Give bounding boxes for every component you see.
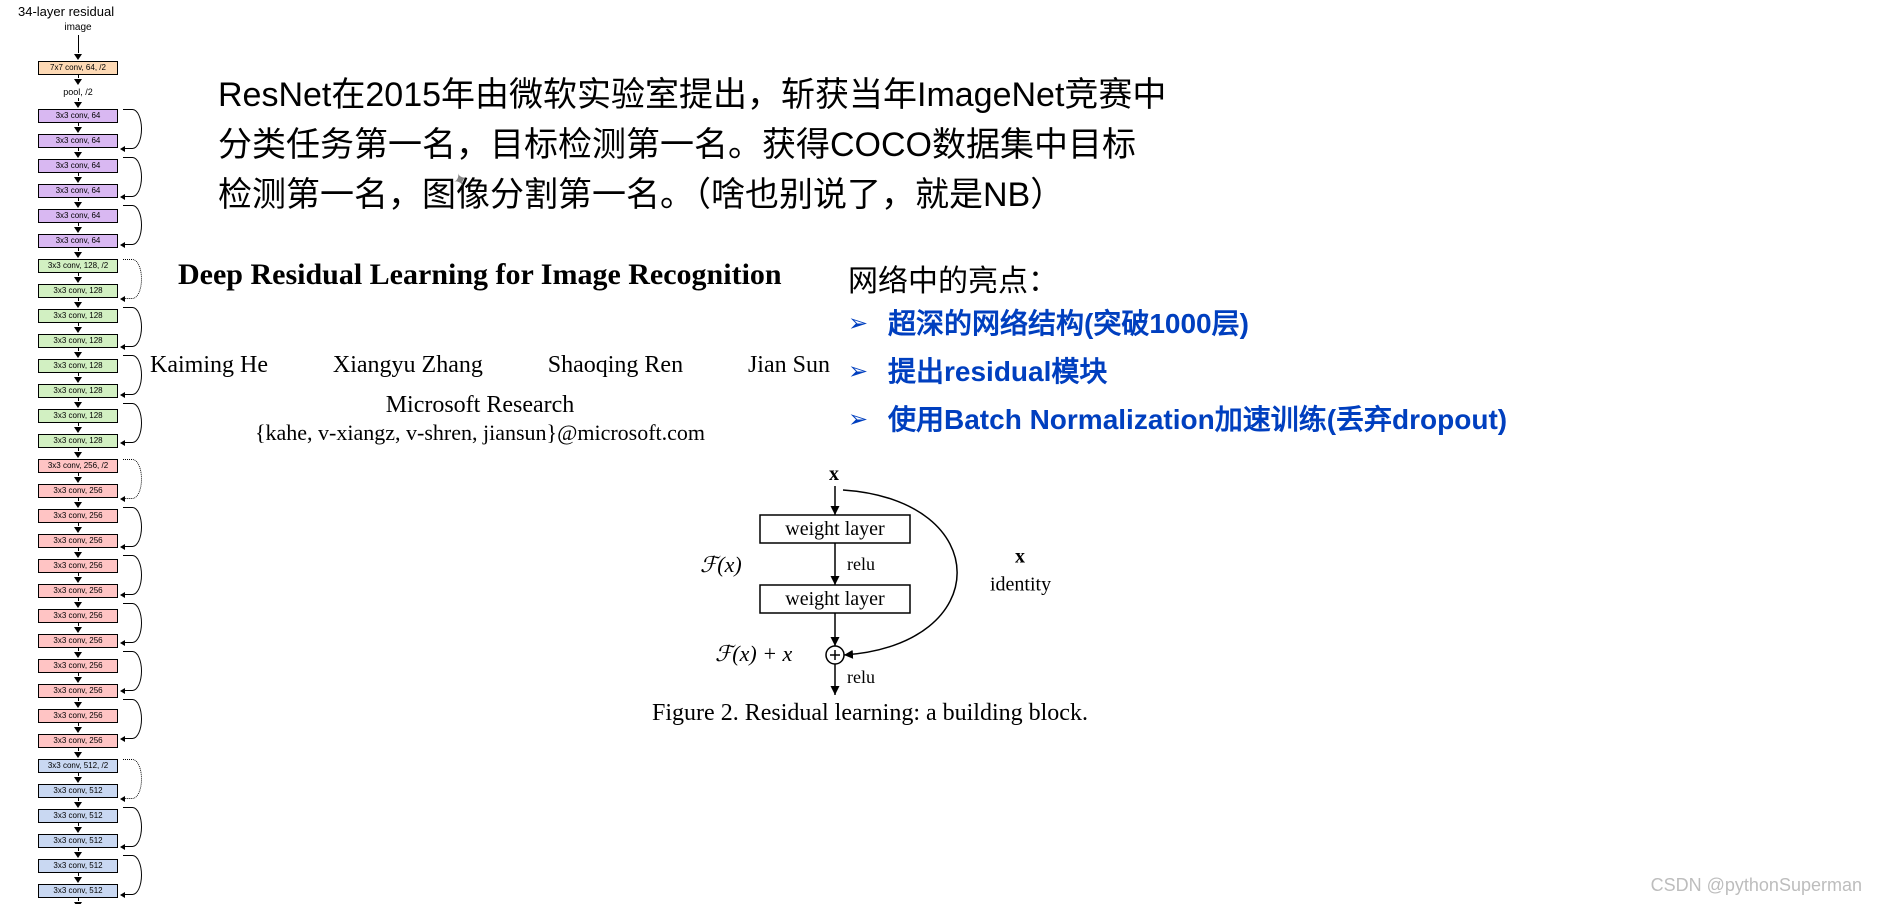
layer-box: 3x3 conv, 512 — [38, 884, 118, 898]
layer-box: 3x3 conv, 256 — [38, 609, 118, 623]
author: Xiangyu Zhang — [333, 352, 483, 379]
bullet-icon: ➢ — [848, 348, 888, 396]
highlight-item: ➢超深的网络结构(突破1000层) — [848, 300, 1507, 348]
svg-text:relu: relu — [847, 667, 875, 687]
skip-connection — [123, 459, 142, 499]
layer-box: 3x3 conv, 64 — [38, 209, 118, 223]
svg-text:weight layer: weight layer — [785, 518, 885, 540]
skip-connection — [123, 403, 142, 443]
figure-caption: Figure 2. Residual learning: a building … — [620, 700, 1120, 727]
arch-title: 34-layer residual — [18, 4, 114, 19]
layer-box: 3x3 conv, 128 — [38, 284, 118, 298]
svg-text:identity: identity — [990, 574, 1051, 596]
layer-box: 3x3 conv, 256 — [38, 734, 118, 748]
author: Jian Sun — [748, 352, 830, 379]
layer-box: 3x3 conv, 128 — [38, 359, 118, 373]
layer-box: 3x3 conv, 64 — [38, 134, 118, 148]
architecture-diagram: image7x7 conv, 64, /2pool, /23x3 conv, 6… — [18, 22, 138, 904]
intro-line: 检测第一名，图像分割第一名。（啥也别说了，就是NB） — [218, 170, 1418, 220]
skip-connection — [123, 507, 142, 547]
skip-connection — [123, 307, 142, 347]
skip-connection — [123, 109, 142, 149]
layer-box: 3x3 conv, 128 — [38, 334, 118, 348]
layer-box: 3x3 conv, 256 — [38, 659, 118, 673]
intro-paragraph: ResNet在2015年由微软实验室提出，斩获当年ImageNet竞赛中 分类任… — [218, 70, 1418, 220]
highlight-text: 超深的网络结构(突破1000层) — [888, 300, 1249, 348]
layer-box: 3x3 conv, 512, /2 — [38, 759, 118, 773]
layer-box: 3x3 conv, 128 — [38, 384, 118, 398]
intro-line: 分类任务第一名，目标检测第一名。获得COCO数据集中目标 — [218, 120, 1418, 170]
svg-text:weight layer: weight layer — [785, 588, 885, 610]
watermark: CSDN @pythonSuperman — [1651, 875, 1862, 896]
svg-text:x: x — [829, 463, 839, 485]
layer-box: 3x3 conv, 512 — [38, 859, 118, 873]
layer-box: 3x3 conv, 128 — [38, 309, 118, 323]
paper-title: Deep Residual Learning for Image Recogni… — [178, 258, 782, 292]
layer-box: 3x3 conv, 256 — [38, 709, 118, 723]
layer-box: 3x3 conv, 256 — [38, 684, 118, 698]
intro-line: ResNet在2015年由微软实验室提出，斩获当年ImageNet竞赛中 — [218, 70, 1418, 120]
layer-box: 3x3 conv, 256 — [38, 534, 118, 548]
highlight-text: 使用Batch Normalization加速训练(丢弃dropout) — [888, 396, 1507, 444]
layer-box: 3x3 conv, 512 — [38, 809, 118, 823]
residual-block-figure: x weight layer relu weight layer relu ℱ(x) ℱ(x… — [620, 460, 1080, 720]
layer-box: 3x3 conv, 256 — [38, 559, 118, 573]
paper-authors: Kaiming He Xiangyu Zhang Shaoqing Ren Ji… — [150, 352, 830, 379]
layer-box: 3x3 conv, 64 — [38, 159, 118, 173]
skip-connection — [123, 355, 142, 395]
skip-connection — [123, 603, 142, 643]
skip-connection — [123, 807, 142, 847]
highlight-item: ➢使用Batch Normalization加速训练(丢弃dropout) — [848, 396, 1507, 444]
bullet-icon: ➢ — [848, 300, 888, 348]
layer-box: 3x3 conv, 64 — [38, 184, 118, 198]
author: Shaoqing Ren — [548, 352, 683, 379]
svg-text:ℱ(x) + x: ℱ(x) + x — [715, 641, 793, 666]
highlights-title: 网络中的亮点： — [848, 256, 1058, 300]
layer-box: 7x7 conv, 64, /2 — [38, 61, 118, 75]
paper-emails: {kahe, v-xiangz, v-shren, jiansun}@micro… — [150, 420, 810, 446]
svg-text:ℱ(x): ℱ(x) — [700, 552, 742, 577]
layer-box: 3x3 conv, 64 — [38, 234, 118, 248]
skip-connection — [123, 555, 142, 595]
layer-box: 3x3 conv, 128 — [38, 434, 118, 448]
bullet-icon: ➢ — [848, 396, 888, 444]
highlight-item: ➢提出residual模块 — [848, 348, 1507, 396]
layer-box: 3x3 conv, 256 — [38, 584, 118, 598]
skip-connection — [123, 205, 142, 245]
skip-connection — [123, 157, 142, 197]
layer-box: 3x3 conv, 256 — [38, 509, 118, 523]
layer-box: 3x3 conv, 64 — [38, 109, 118, 123]
layer-box: 3x3 conv, 128, /2 — [38, 259, 118, 273]
layer-box: 3x3 conv, 512 — [38, 784, 118, 798]
skip-connection — [123, 855, 142, 895]
highlights-list: ➢超深的网络结构(突破1000层)➢提出residual模块➢使用Batch N… — [848, 300, 1507, 444]
paper-affiliation: Microsoft Research — [150, 392, 810, 419]
layer-box: 3x3 conv, 512 — [38, 834, 118, 848]
layer-box: 3x3 conv, 256 — [38, 634, 118, 648]
skip-connection — [123, 651, 142, 691]
highlight-text: 提出residual模块 — [888, 348, 1107, 396]
skip-connection — [123, 699, 142, 739]
svg-text:x: x — [1015, 546, 1025, 568]
skip-connection — [123, 759, 142, 799]
layer-box: 3x3 conv, 128 — [38, 409, 118, 423]
svg-text:relu: relu — [847, 554, 875, 574]
layer-box: 3x3 conv, 256 — [38, 484, 118, 498]
skip-connection — [123, 259, 142, 299]
author: Kaiming He — [150, 352, 268, 379]
layer-box: 3x3 conv, 256, /2 — [38, 459, 118, 473]
